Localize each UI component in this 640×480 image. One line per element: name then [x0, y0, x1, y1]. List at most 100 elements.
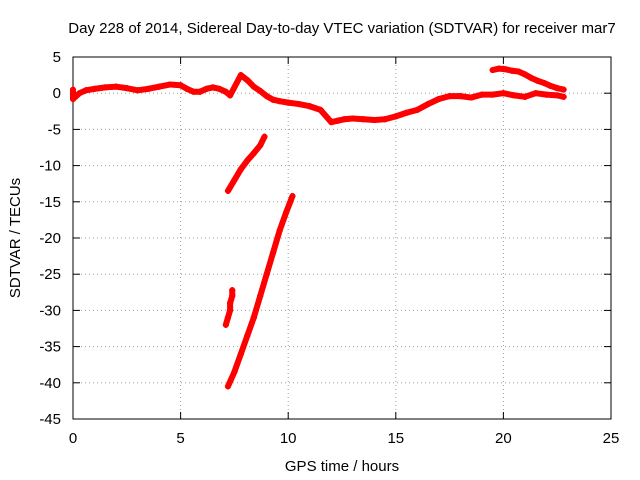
data-point [102, 84, 109, 91]
data-point [489, 67, 496, 74]
data-point [371, 116, 378, 123]
data-point [216, 85, 223, 92]
data-point [222, 321, 229, 328]
data-point [560, 86, 567, 93]
data-point [134, 87, 141, 94]
data-point [276, 227, 283, 234]
data-point [190, 88, 197, 95]
y-tick-label: -10 [39, 158, 61, 175]
chart-title: Day 228 of 2014, Sidereal Day-to-day VTE… [68, 20, 615, 37]
data-point [270, 96, 277, 103]
data-point [263, 93, 270, 100]
y-tick-label: 5 [53, 49, 61, 66]
data-point [257, 142, 264, 149]
data-point [341, 116, 348, 123]
data-point [489, 91, 496, 98]
data-point [76, 90, 83, 97]
data-point [244, 332, 251, 339]
data-points [70, 65, 567, 390]
data-point [515, 68, 522, 75]
data-point [237, 166, 244, 173]
series-band [244, 314, 257, 339]
series-band [250, 292, 264, 321]
data-point [203, 85, 210, 92]
data-point [257, 292, 264, 299]
series-band [276, 209, 290, 234]
data-point [496, 65, 503, 72]
data-point [521, 93, 528, 100]
data-point [414, 106, 421, 113]
series-band [231, 350, 244, 375]
data-point [435, 95, 442, 102]
data-point [289, 193, 296, 200]
x-tick-label: 20 [495, 430, 512, 447]
y-tick-label: -30 [39, 302, 61, 319]
x-axis-label: GPS time / hours [285, 458, 399, 475]
data-point [328, 119, 335, 126]
data-point [532, 90, 539, 97]
data-point [123, 85, 130, 92]
data-point [560, 93, 567, 100]
data-point [509, 67, 516, 74]
data-point [91, 85, 98, 92]
data-point [244, 157, 251, 164]
data-point [457, 93, 464, 100]
data-point [82, 87, 89, 94]
data-point [283, 209, 290, 216]
data-point [360, 116, 367, 123]
data-point [250, 83, 257, 90]
data-point [392, 113, 399, 120]
data-point [250, 150, 257, 157]
x-tick-label: 0 [69, 430, 77, 447]
data-point [534, 77, 541, 84]
data-point [244, 77, 251, 84]
series-band [283, 193, 296, 216]
series-band [227, 72, 244, 99]
data-point [237, 72, 244, 79]
data-point [224, 187, 231, 194]
data-point [224, 383, 231, 390]
data-point [229, 287, 236, 294]
x-tick-label: 15 [387, 430, 404, 447]
data-point [184, 85, 191, 92]
data-point [222, 88, 229, 95]
data-point [502, 66, 509, 73]
data-point [231, 368, 238, 375]
data-point [227, 300, 234, 307]
data-point [113, 83, 120, 90]
data-point [425, 101, 432, 108]
series-band [237, 332, 251, 357]
data-point [166, 81, 173, 88]
data-point [229, 292, 236, 299]
data-point [382, 116, 389, 123]
data-point [261, 133, 268, 140]
axis-ticks: 0 5 10 15 20 25 5 0 -5 -10 -15 -20 -25 -30 -35 -40 -45 [39, 49, 619, 447]
data-point [209, 84, 216, 91]
x-tick-label: 25 [603, 430, 620, 447]
data-point [446, 93, 453, 100]
data-point [70, 95, 76, 102]
data-point [403, 109, 410, 116]
grid-lines [73, 57, 611, 419]
data-point [227, 92, 234, 99]
y-tick-label: -35 [39, 339, 61, 356]
data-point [145, 85, 152, 92]
data-point [478, 91, 485, 98]
data-point [227, 307, 234, 314]
y-tick-label: -20 [39, 230, 61, 247]
y-tick-label: -5 [48, 121, 61, 138]
data-point [306, 103, 313, 110]
data-point [554, 92, 561, 99]
data-point [250, 314, 257, 321]
data-point [270, 249, 277, 256]
data-point [317, 106, 324, 113]
data-point [285, 99, 292, 106]
data-point [541, 80, 548, 87]
data-point [528, 74, 535, 81]
data-point [554, 85, 561, 92]
series-band [263, 249, 277, 278]
y-tick-label: -40 [39, 375, 61, 392]
data-point [543, 91, 550, 98]
series-band [270, 227, 283, 256]
